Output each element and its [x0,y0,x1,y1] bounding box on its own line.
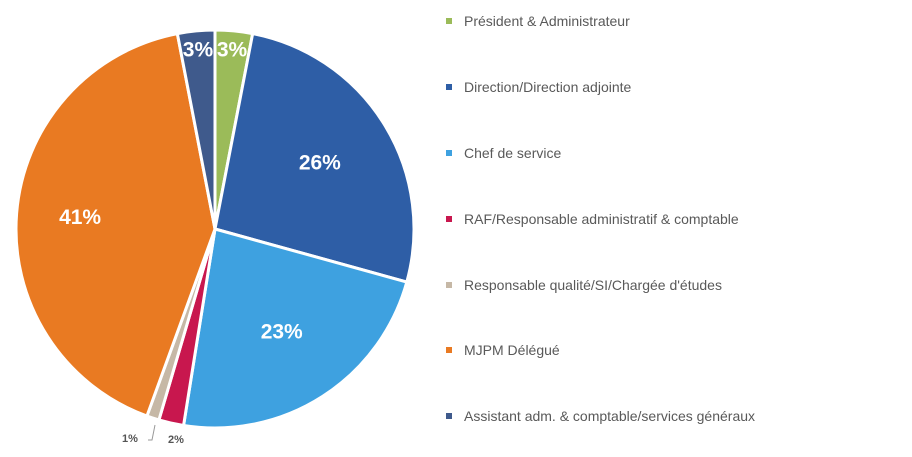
leader-line-responsable-qualite [148,424,156,441]
legend-item-president-administrateur: Président & Administrateur [446,13,630,29]
legend-swatch-assistant-adm [446,413,452,419]
pie-slice-mjpm-delegue [14,31,217,418]
legend-swatch-mjpm-delegue [446,347,452,353]
legend-label-chef-de-service: Chef de service [464,145,562,161]
data-label-direction: 26% [299,151,341,174]
legend-label-assistant-adm: Assistant adm. & comptable/services géné… [464,408,756,424]
legend-item-direction: Direction/Direction adjointe [446,79,631,95]
chart-legend: Président & Administrateur Direction/Dire… [446,0,906,457]
data-label-chef-de-service: 23% [261,320,303,343]
legend-item-responsable-qualite: Responsable qualité/SI/Chargée d'études [446,277,722,293]
legend-swatch-chef-de-service [446,150,452,156]
data-label-mjpm-delegue: 41% [59,206,101,229]
legend-item-raf: RAF/Responsable administratif & comptabl… [446,211,739,227]
pie-slice-chef-de-service [181,227,409,430]
data-label-raf: 2% [168,434,184,446]
legend-label-raf: RAF/Responsable administratif & comptabl… [464,211,739,227]
legend-label-president-administrateur: Président & Administrateur [464,13,630,29]
data-label-responsable-qualite: 1% [122,433,138,445]
pie-plot-area: 3% 26% 23% 2% 1% 41% 3% [14,28,416,446]
legend-label-direction: Direction/Direction adjointe [464,79,632,95]
legend-swatch-president-administrateur [446,18,452,24]
legend-swatch-responsable-qualite [446,282,452,288]
legend-item-mjpm-delegue: MJPM Délégué [446,342,560,358]
legend-swatch-direction [446,84,452,90]
legend-label-responsable-qualite: Responsable qualité/SI/Chargée d'études [464,277,722,293]
legend-label-mjpm-delegue: MJPM Délégué [464,342,560,358]
pie-slice-direction [213,31,416,284]
data-label-president-administrateur: 3% [217,38,248,61]
legend-swatch-raf [446,216,452,222]
data-label-assistant-adm: 3% [183,38,214,61]
legend-item-assistant-adm: Assistant adm. & comptable/services géné… [446,408,755,424]
pie-slice-assistant-adm [175,28,217,230]
legend-item-chef-de-service: Chef de service [446,145,561,161]
